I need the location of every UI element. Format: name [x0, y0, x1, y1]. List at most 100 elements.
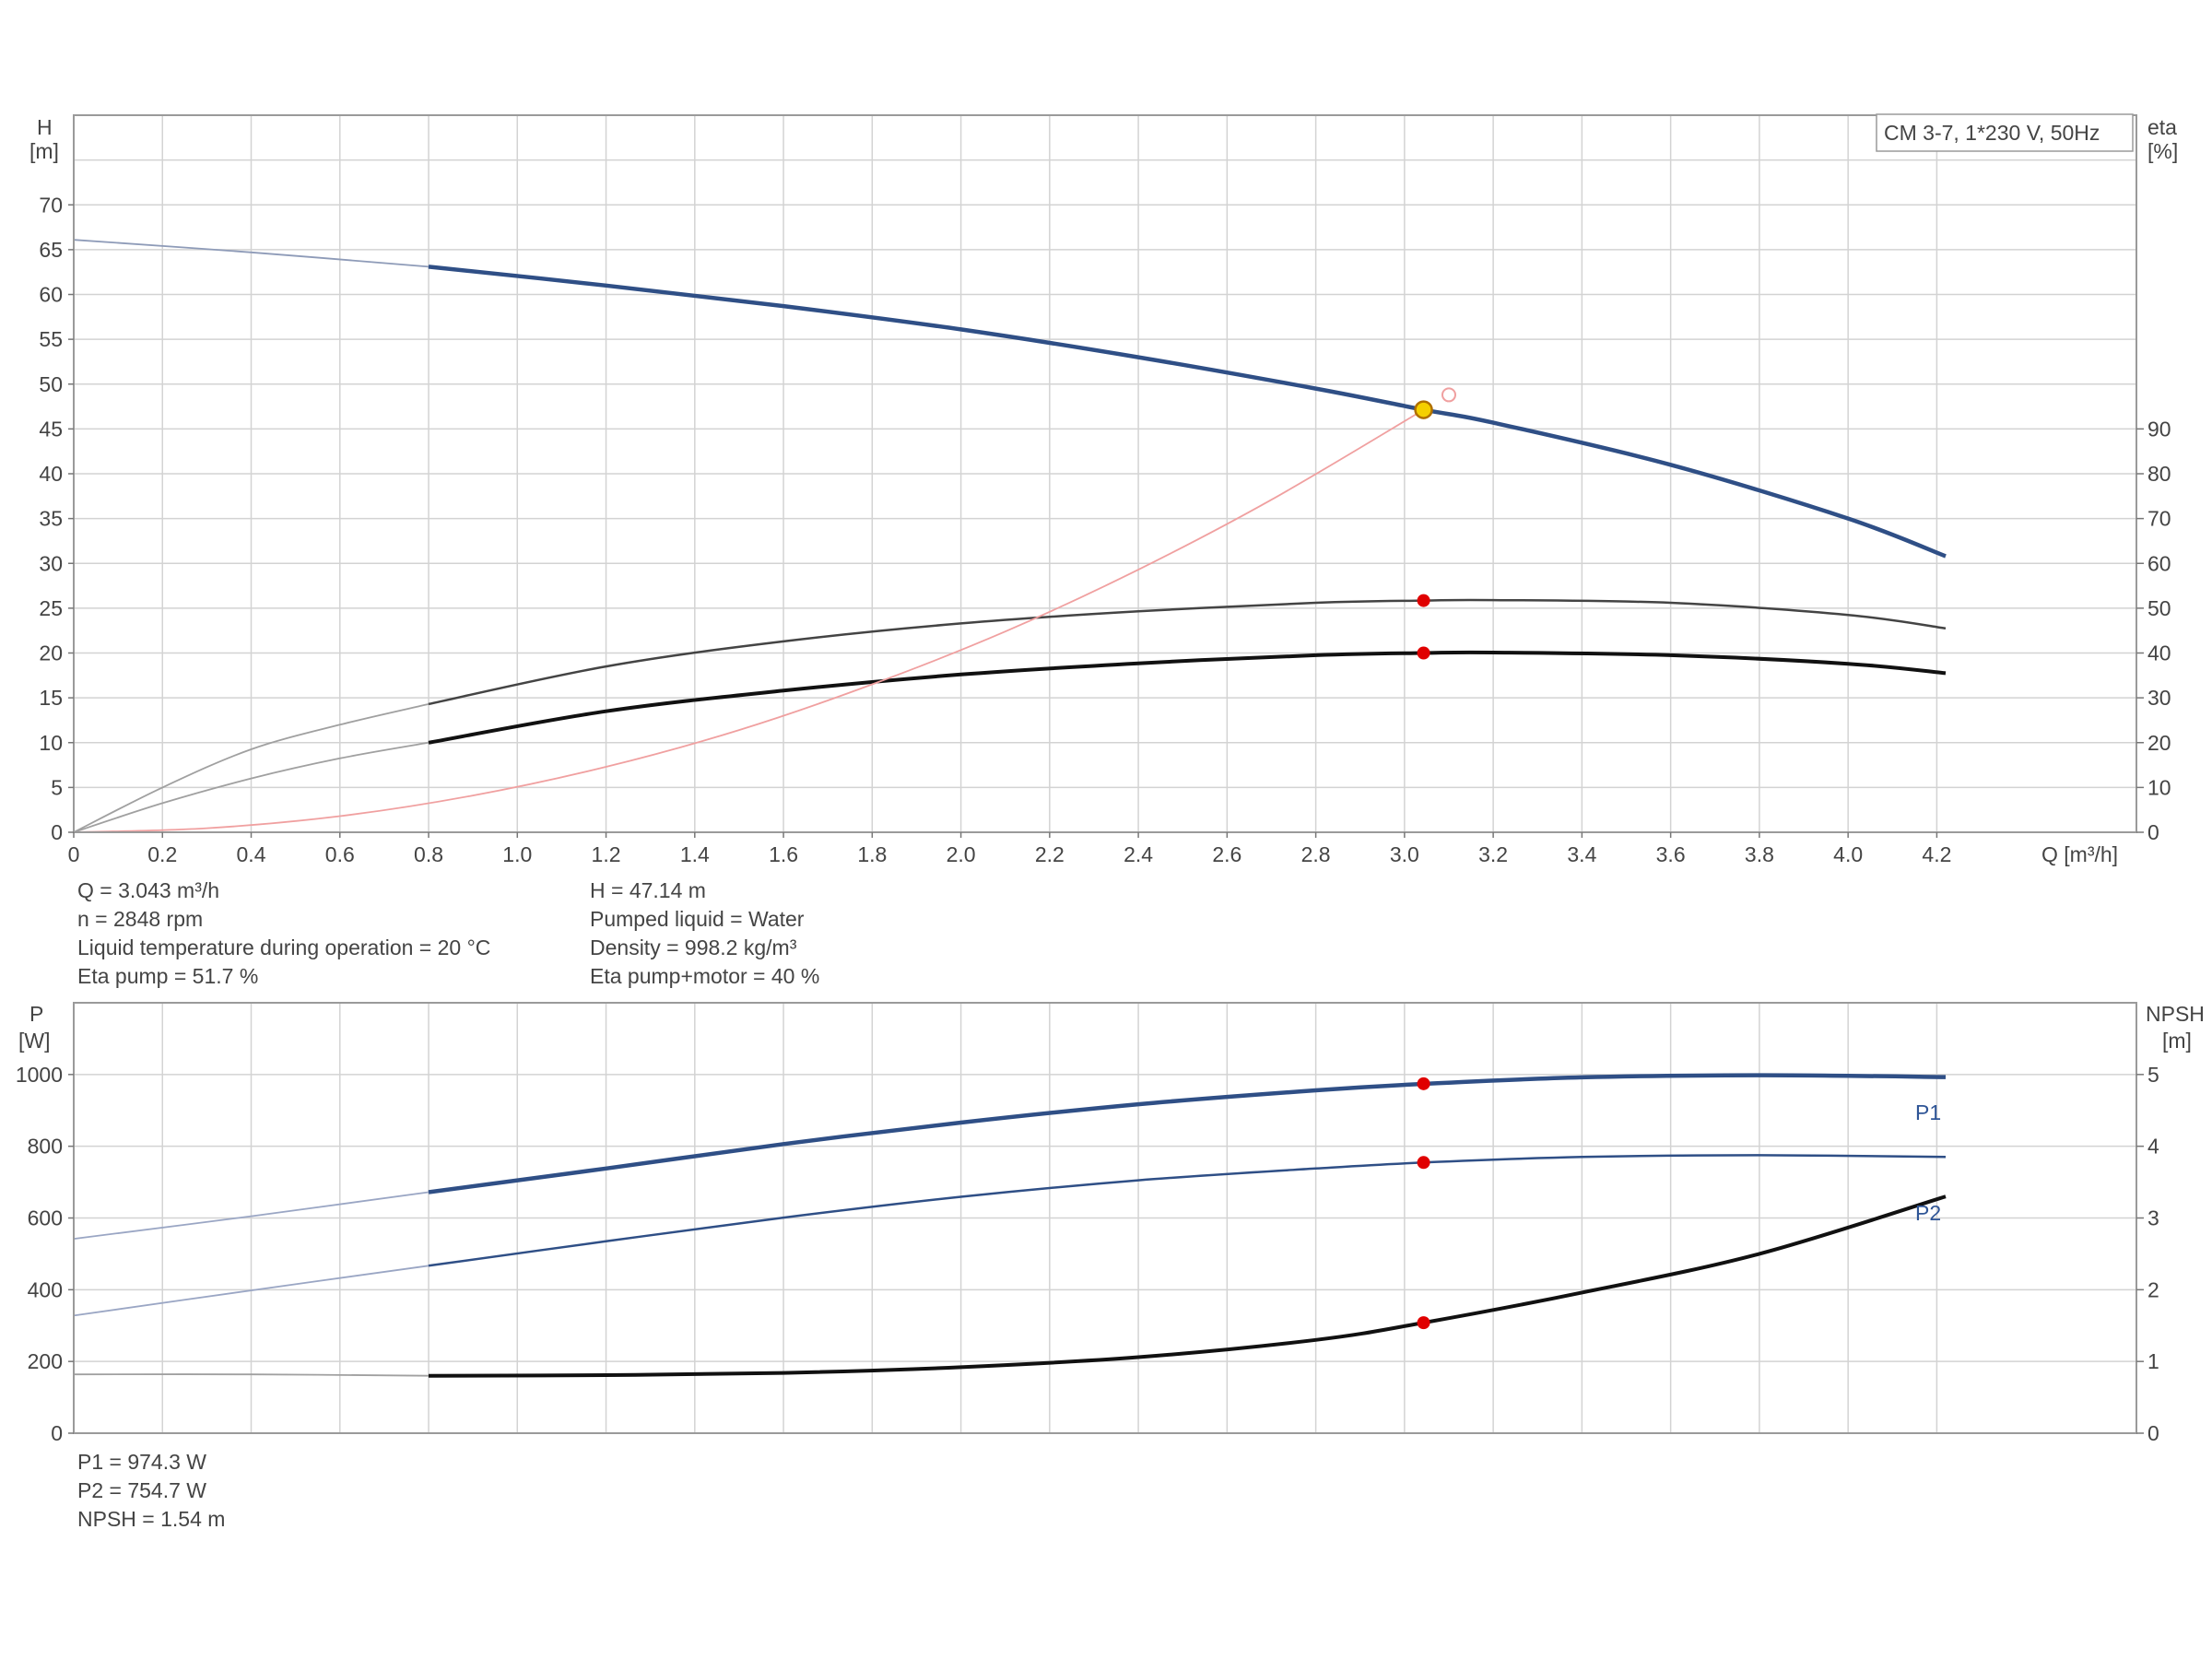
- bottom-y-tick-200: 200: [28, 1349, 63, 1373]
- top-y-tick-5: 5: [51, 775, 63, 799]
- bottom-chart-curves: [73, 1073, 1947, 1378]
- p2-point-marker: [1417, 1156, 1430, 1170]
- info-density: Density = 998.2 kg/m³: [590, 935, 797, 959]
- top-chart-grid: [74, 115, 2136, 832]
- operating-info-top: Q = 3.043 m³/h n = 2848 rpm Liquid tempe…: [77, 878, 819, 988]
- x-tick-1.4: 1.4: [680, 842, 710, 866]
- head-curve: [428, 265, 1947, 559]
- top-y2-label-line2: [%]: [2147, 139, 2178, 163]
- x-tick-3.4: 3.4: [1567, 842, 1596, 866]
- top-y2-tick-0: 0: [2147, 820, 2159, 844]
- bottom-y-tick-600: 600: [28, 1206, 63, 1230]
- top-y2-tick-90: 90: [2147, 417, 2171, 441]
- top-y-tick-50: 50: [39, 372, 63, 396]
- x-tick-4.2: 4.2: [1922, 842, 1951, 866]
- x-tick-1.2: 1.2: [592, 842, 621, 866]
- top-y2-tick-40: 40: [2147, 641, 2171, 665]
- eta-pump-motor-curve-extension: [73, 741, 429, 833]
- eta-pump-point-marker: [1417, 594, 1430, 607]
- x-tick-3.0: 3.0: [1390, 842, 1419, 866]
- work-point-marker: [1414, 400, 1433, 419]
- eta-total-point-marker: [1417, 646, 1430, 660]
- bottom-y2-label-line1: NPSH: [2146, 1002, 2205, 1026]
- top-y-tick-0: 0: [51, 820, 63, 844]
- bottom-y2-tick-0: 0: [2147, 1421, 2159, 1445]
- x-tick-0.2: 0.2: [147, 842, 177, 866]
- bottom-y2-tick-4: 4: [2147, 1135, 2159, 1159]
- info-liquid: Pumped liquid = Water: [590, 907, 805, 931]
- x-tick-2.4: 2.4: [1124, 842, 1153, 866]
- model-title-box: CM 3-7, 1*230 V, 50Hz: [1876, 113, 2134, 152]
- top-y2-label-line1: eta: [2147, 115, 2177, 139]
- bottom-y-tick-0: 0: [51, 1421, 63, 1445]
- top-y2-tick-50: 50: [2147, 596, 2171, 620]
- npsh-curve-extension: [73, 1373, 429, 1377]
- eta-pump-curve-extension: [73, 703, 429, 833]
- top-y-tick-30: 30: [39, 551, 63, 575]
- bottom-y-tick-1000: 1000: [16, 1063, 63, 1087]
- x-tick-2.0: 2.0: [947, 842, 976, 866]
- top-y-tick-55: 55: [39, 327, 63, 351]
- info-q: Q = 3.043 m³/h: [77, 878, 219, 902]
- bottom-y2-tick-5: 5: [2147, 1063, 2159, 1087]
- x-tick-3.8: 3.8: [1745, 842, 1774, 866]
- p1-curve-extension: [73, 1191, 429, 1240]
- top-y2-tick-80: 80: [2147, 462, 2171, 486]
- p1-curve-label: P1: [1915, 1100, 1941, 1124]
- x-tick-3.6: 3.6: [1656, 842, 1686, 866]
- p1-point-marker: [1417, 1077, 1430, 1090]
- x-tick-0.8: 0.8: [414, 842, 443, 866]
- top-y2-tick-10: 10: [2147, 775, 2171, 799]
- p1-curve: [428, 1073, 1947, 1194]
- system-curve: [73, 408, 1425, 833]
- bottom-y-tick-800: 800: [28, 1135, 63, 1159]
- x-tick-2.2: 2.2: [1035, 842, 1065, 866]
- eta-pump-curve: [428, 598, 1947, 706]
- top-y-tick-20: 20: [39, 641, 63, 665]
- x-tick-0: 0: [68, 842, 80, 866]
- top-y-tick-25: 25: [39, 596, 63, 620]
- operating-info-bottom: P1 = 974.3 W P2 = 754.7 W NPSH = 1.54 m: [77, 1450, 225, 1531]
- top-y-tick-60: 60: [39, 283, 63, 307]
- info-npsh: NPSH = 1.54 m: [77, 1507, 225, 1531]
- x-tick-1.0: 1.0: [502, 842, 532, 866]
- duty-points: [1414, 387, 1456, 1330]
- bottom-chart-grid: [74, 1003, 2136, 1433]
- top-y-label-line2: [m]: [29, 139, 59, 163]
- top-y-tick-40: 40: [39, 462, 63, 486]
- p2-curve-label: P2: [1915, 1201, 1941, 1225]
- top-y-tick-70: 70: [39, 193, 63, 217]
- top-x-label: Q [m³/h]: [2041, 842, 2118, 866]
- x-tick-0.6: 0.6: [325, 842, 355, 866]
- top-y-tick-15: 15: [39, 686, 63, 710]
- x-tick-0.4: 0.4: [237, 842, 266, 866]
- info-eta-pump: Eta pump = 51.7 %: [77, 964, 258, 988]
- top-y2-tick-70: 70: [2147, 507, 2171, 531]
- info-n: n = 2848 rpm: [77, 907, 203, 931]
- top-y-tick-10: 10: [39, 731, 63, 755]
- top-y2-tick-30: 30: [2147, 686, 2171, 710]
- head-curve-extension: [73, 239, 429, 268]
- info-h: H = 47.14 m: [590, 878, 706, 902]
- model-title: CM 3-7, 1*230 V, 50Hz: [1884, 121, 2100, 145]
- info-eta-total: Eta pump+motor = 40 %: [590, 964, 819, 988]
- info-p1: P1 = 974.3 W: [77, 1450, 206, 1474]
- top-y2-tick-60: 60: [2147, 551, 2171, 575]
- eta-pump-motor-curve: [428, 650, 1947, 745]
- top-chart-curves: [73, 239, 1947, 833]
- x-tick-3.2: 3.2: [1478, 842, 1508, 866]
- open-circle-marker: [1441, 387, 1456, 403]
- top-y-tick-45: 45: [39, 417, 63, 441]
- x-tick-2.6: 2.6: [1212, 842, 1241, 866]
- p2-curve-extension: [73, 1265, 429, 1317]
- top-y-tick-65: 65: [39, 238, 63, 262]
- x-tick-4.0: 4.0: [1833, 842, 1863, 866]
- bottom-y-label-line1: P: [29, 1002, 43, 1026]
- x-tick-2.8: 2.8: [1301, 842, 1331, 866]
- axis-ticks: 0 0.2 0.4 0.6 0.8 1.0 1.2 1.4 1.6 1.8 2.0 2.2 2.4 2.6…: [16, 193, 2171, 1445]
- p2-curve: [428, 1154, 1947, 1267]
- bottom-y2-tick-1: 1: [2147, 1349, 2159, 1373]
- info-p2: P2 = 754.7 W: [77, 1478, 206, 1502]
- bottom-y2-tick-2: 2: [2147, 1277, 2159, 1301]
